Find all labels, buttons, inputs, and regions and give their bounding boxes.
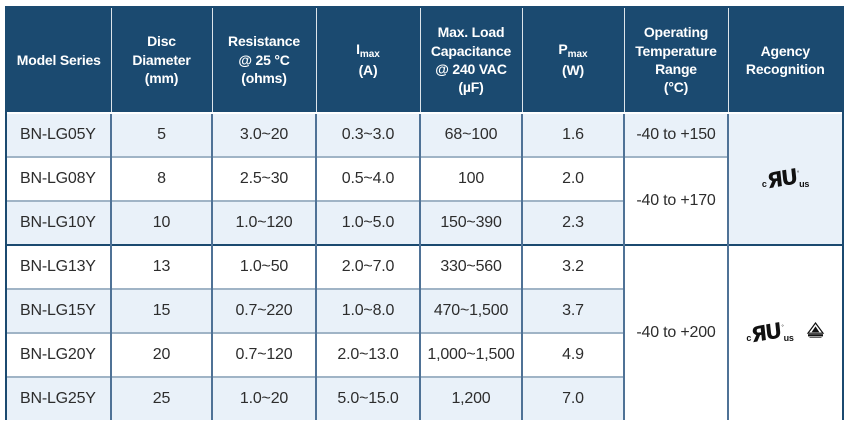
- agency-logos: c ЯU ° us: [733, 317, 838, 348]
- table-row: BN-LG08Y 8 2.5~30 0.5~4.0 100 2.0 -40 to +170: [7, 156, 842, 245]
- resistance-cell: 1.0~20: [211, 376, 316, 420]
- pmax-cell: 4.9: [521, 332, 624, 377]
- resistance-cell: 0.7~120: [211, 332, 316, 377]
- header-row: Model Series Disc Diameter (mm) Resistance @ …: [7, 8, 842, 114]
- imax-cell: 1.0~5.0: [315, 200, 420, 245]
- table-row: BN-LG13Y 13 1.0~50 2.0~7.0 330~560 3.2 -40 to …: [7, 244, 842, 420]
- triangle-certification-icon: [806, 321, 825, 344]
- disc-cell: 5: [110, 113, 212, 157]
- agency-logos: c ЯU ° us: [733, 163, 838, 194]
- model-series-cell: BN-LG25Y: [7, 376, 111, 420]
- model-series-cell: BN-LG05Y: [7, 113, 111, 157]
- cap-cell: 330~560: [419, 244, 522, 289]
- resistance-cell: 3.0~20: [211, 113, 316, 157]
- temp-range-cell: -40 to +200: [623, 244, 728, 420]
- column-header-disc: Disc Diameter (mm): [110, 8, 212, 114]
- parts-spec-table: Model Series Disc Diameter (mm) Resistance @ …: [7, 8, 842, 420]
- table-row: BN-LG20Y 20 0.7~120 2.0~13.0 1,000~1,500 4.9: [7, 332, 842, 377]
- agency-recognition-cell: c ЯU ° us: [727, 113, 842, 245]
- column-header-resistance: Resistance @ 25 °C (ohms): [211, 8, 316, 114]
- column-header-model: Model Series: [7, 8, 111, 114]
- column-header-agency: Agency Recognition: [727, 8, 842, 114]
- resistance-cell: 2.5~30: [211, 156, 316, 201]
- pmax-cell: 2.3: [521, 200, 624, 245]
- disc-cell: 10: [110, 200, 212, 245]
- cap-cell: 150~390: [419, 200, 522, 245]
- column-header-temp: Operating Temperature Range (°C): [623, 8, 728, 114]
- column-header-pmax: Pmax (W): [521, 8, 624, 114]
- resistance-cell: 1.0~50: [211, 244, 316, 289]
- table-row: BN-LG25Y 25 1.0~20 5.0~15.0 1,200 7.0: [7, 376, 842, 420]
- model-series-cell: BN-LG15Y: [7, 288, 111, 333]
- cap-cell: 470~1,500: [419, 288, 522, 333]
- model-series-cell: BN-LG13Y: [7, 244, 111, 289]
- pmax-cell: 1.6: [521, 113, 624, 157]
- resistance-cell: 0.7~220: [211, 288, 316, 333]
- imax-cell: 0.5~4.0: [315, 156, 420, 201]
- disc-cell: 15: [110, 288, 212, 333]
- column-header-imax: Imax (A): [315, 8, 420, 114]
- imax-cell: 1.0~8.0: [315, 288, 420, 333]
- pmax-cell: 7.0: [521, 376, 624, 420]
- disc-cell: 8: [110, 156, 212, 201]
- imax-cell: 0.3~3.0: [315, 113, 420, 157]
- temp-range-cell: -40 to +170: [623, 156, 728, 245]
- ul-recognized-icon: c ЯU ° us: [746, 317, 794, 348]
- model-series-cell: BN-LG10Y: [7, 200, 111, 245]
- cap-cell: 68~100: [419, 113, 522, 157]
- disc-cell: 13: [110, 244, 212, 289]
- resistance-cell: 1.0~120: [211, 200, 316, 245]
- imax-cell: 5.0~15.0: [315, 376, 420, 420]
- disc-cell: 20: [110, 332, 212, 377]
- imax-cell: 2.0~7.0: [315, 244, 420, 289]
- model-series-cell: BN-LG20Y: [7, 332, 111, 377]
- temp-range-cell: -40 to +150: [623, 113, 728, 157]
- pmax-cell: 2.0: [521, 156, 624, 201]
- pmax-cell: 3.2: [521, 244, 624, 289]
- cap-cell: 1,200: [419, 376, 522, 420]
- spec-table-frame: Model Series Disc Diameter (mm) Resistance @ …: [5, 6, 844, 420]
- agency-recognition-cell: c ЯU ° us: [727, 244, 842, 420]
- model-series-cell: BN-LG08Y: [7, 156, 111, 201]
- table-row: BN-LG10Y 10 1.0~120 1.0~5.0 150~390 2.3: [7, 200, 842, 245]
- ul-recognized-icon: c ЯU ° us: [761, 163, 810, 194]
- cap-cell: 100: [419, 156, 522, 201]
- pmax-cell: 3.7: [521, 288, 624, 333]
- column-header-cap: Max. Load Capacitance @ 240 VAC (µF): [419, 8, 522, 114]
- table-row: BN-LG05Y 5 3.0~20 0.3~3.0 68~100 1.6 -40 to +1…: [7, 113, 842, 245]
- imax-cell: 2.0~13.0: [315, 332, 420, 377]
- disc-cell: 25: [110, 376, 212, 420]
- table-row: BN-LG15Y 15 0.7~220 1.0~8.0 470~1,500 3.7: [7, 288, 842, 333]
- cap-cell: 1,000~1,500: [419, 332, 522, 377]
